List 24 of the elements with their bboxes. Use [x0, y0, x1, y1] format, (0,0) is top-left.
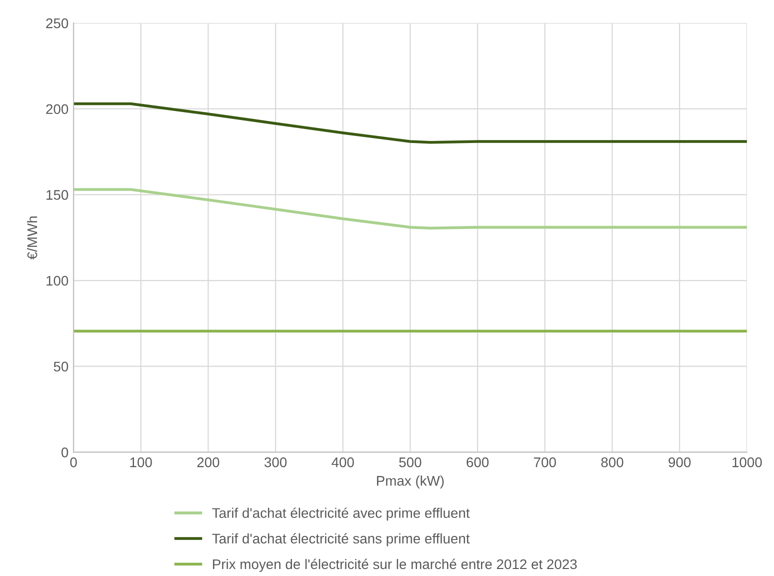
x-tick-label: 100	[130, 457, 152, 468]
x-tick-label: 900	[668, 457, 691, 468]
x-tick-label: 1000	[732, 457, 762, 468]
y-tick-label: 0	[61, 447, 68, 458]
x-tick-label: 700	[534, 457, 556, 468]
x-tick-label: 200	[197, 457, 220, 468]
y-tick-label: 100	[46, 276, 68, 286]
x-tick-label: 400	[332, 457, 354, 468]
y-tick-label: 200	[46, 104, 68, 114]
line-series	[74, 188, 747, 230]
y-axis-title: €/MWh	[26, 216, 38, 260]
y-tick-label: 50	[54, 362, 68, 372]
x-tick-label: 500	[399, 457, 422, 468]
y-tick-label: 150	[46, 190, 68, 200]
x-tick-label: 0	[70, 457, 77, 468]
legend-label: Tarif d'achat électricité sans prime effluent	[212, 533, 470, 546]
legend-label: Prix moyen de l'électricité sur le marché entre 2012 et 2023	[213, 558, 577, 572]
x-tick-label: 300	[264, 457, 287, 468]
line-series	[74, 102, 747, 144]
x-tick-label: 800	[601, 457, 624, 468]
x-axis-title: Pmax (kW)	[377, 476, 444, 488]
legend-label: Tarif d'achat électricité avec prime effluent	[212, 508, 470, 521]
x-tick-label: 600	[466, 457, 489, 468]
y-tick-label: 250	[46, 18, 68, 28]
